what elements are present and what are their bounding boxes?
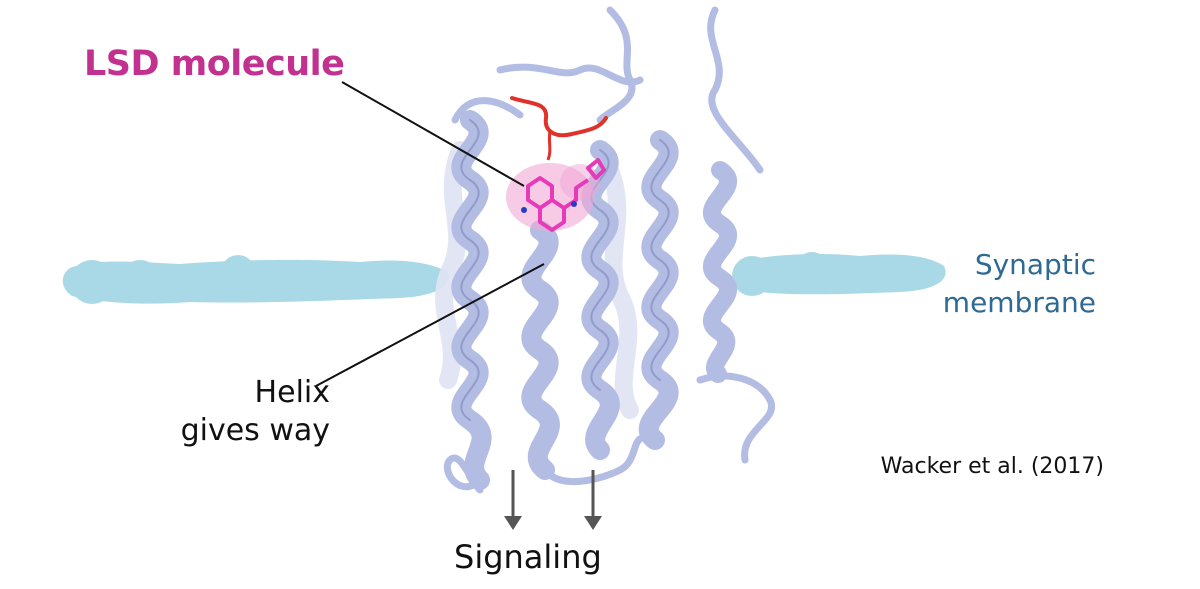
helix-label-line-2: gives way bbox=[180, 413, 330, 448]
citation-label: Wacker et al. (2017) bbox=[880, 454, 1104, 479]
extracellular-loop-stem bbox=[546, 129, 552, 161]
signaling-arrow-right bbox=[584, 470, 602, 530]
helix-leader-line bbox=[315, 263, 545, 387]
protein-ribbon bbox=[435, 6, 776, 494]
signaling-arrows bbox=[504, 470, 602, 530]
membrane-label-line-2: membrane bbox=[942, 286, 1096, 319]
helix-gives-way-label: Helix gives way bbox=[150, 374, 330, 450]
lsd-molecule-structure bbox=[506, 158, 606, 232]
membrane-label-line-1: Synaptic bbox=[974, 248, 1096, 281]
lsd-leader-line bbox=[341, 81, 525, 187]
membrane-right bbox=[732, 252, 946, 296]
signaling-label: Signaling bbox=[454, 538, 602, 576]
lsd-molecule-label: LSD molecule bbox=[84, 44, 345, 84]
extracellular-loop bbox=[510, 96, 608, 138]
signaling-arrow-left bbox=[504, 470, 522, 530]
membrane-left bbox=[62, 255, 449, 304]
synaptic-membrane-label: Synaptic membrane bbox=[896, 246, 1096, 322]
helix-label-line-1: Helix bbox=[254, 375, 330, 410]
